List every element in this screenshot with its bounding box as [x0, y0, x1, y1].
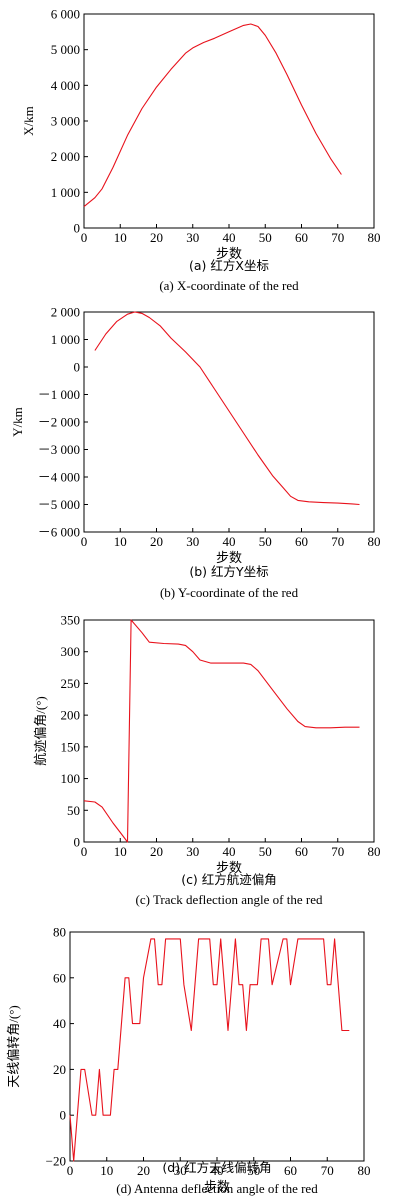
y-axis-label: 天线偏转角/(°) [6, 1005, 21, 1087]
x-tick-label: 30 [186, 230, 199, 245]
caption-cn: (d) 红方天线偏转角 [162, 1160, 271, 1175]
caption-en: (b) Y-coordinate of the red [160, 585, 299, 600]
x-tick-label: 60 [284, 1163, 297, 1178]
y-tick-label: 20 [53, 1062, 66, 1077]
x-tick-label: 80 [368, 534, 381, 549]
y-tick-label: －1 000 [38, 387, 80, 402]
x-tick-label: 20 [150, 844, 163, 859]
x-tick-label: 50 [259, 844, 272, 859]
x-tick-label: 80 [368, 230, 381, 245]
y-tick-label: －4 000 [38, 470, 80, 485]
x-tick-label: 10 [114, 230, 127, 245]
x-tick-label: 30 [186, 534, 199, 549]
caption-en: (d) Antenna deflection angle of the red [116, 1181, 318, 1196]
chart-panel-1: 0 10 20 30 40 50 60 70 80 0 1 000 2 000 3 000 4 000 5 … [21, 7, 381, 294]
x-tick-label: 40 [223, 534, 236, 549]
x-tick-label: 70 [331, 534, 344, 549]
x-tick-label: 40 [223, 844, 236, 859]
plot-frame [83, 13, 375, 229]
x-tick-label: 30 [174, 1163, 187, 1178]
y-tick-label: 5 000 [51, 42, 80, 57]
y-tick-label: 80 [53, 925, 66, 940]
y-tick-label: 60 [53, 970, 66, 985]
y-tick-label: 6 000 [51, 7, 80, 22]
x-tick-label: 70 [321, 1163, 334, 1178]
y-tick-label: 1 000 [51, 185, 80, 200]
y-tick-label: 0 [74, 360, 81, 375]
y-tick-label: －2 000 [38, 415, 80, 430]
chart-panel-4: 0 10 20 30 40 50 60 70 80−20020406080天线偏转角/(°)步数… [6, 925, 371, 1197]
plot-frame [83, 311, 375, 533]
y-tick-label: −20 [46, 1154, 66, 1169]
x-tick-label: 80 [368, 844, 381, 859]
series-line [94, 311, 360, 506]
x-tick-label: 50 [259, 230, 272, 245]
x-tick-label: 50 [247, 1163, 260, 1178]
chart-panel-3: 0 10 20 30 40 50 60 70 80 0 50 100 150 200 250 300 350 航迹… [33, 613, 381, 908]
x-tick-label: 60 [295, 844, 308, 859]
series-line [83, 23, 342, 208]
caption-en: (c) Track deflection angle of the red [136, 892, 323, 907]
x-tick-label: 10 [100, 1163, 113, 1178]
series-line [69, 938, 350, 1162]
x-tick-label: 30 [186, 844, 199, 859]
x-axis-label: 步数 [204, 1180, 230, 1195]
x-tick-label: 50 [259, 534, 272, 549]
y-tick-label: 2 000 [51, 149, 80, 164]
y-tick-label: 1 000 [51, 332, 80, 347]
x-tick-label: 20 [150, 534, 163, 549]
x-tick-label: 10 [114, 534, 127, 549]
y-tick-label: 350 [61, 613, 81, 628]
x-tick-label: 0 [67, 1163, 74, 1178]
x-tick-label: 10 [114, 844, 127, 859]
x-tick-label: 20 [137, 1163, 150, 1178]
x-tick-label: 40 [211, 1163, 224, 1178]
y-axis-label: Y/km [10, 407, 25, 437]
x-tick-label: 0 [81, 844, 88, 859]
y-tick-label: －5 000 [38, 497, 80, 512]
y-tick-label: 0 [74, 835, 81, 850]
x-tick-label: 60 [295, 534, 308, 549]
x-tick-label: 40 [223, 230, 236, 245]
y-tick-label: 300 [61, 644, 81, 659]
y-tick-label: 0 [74, 221, 81, 236]
x-tick-label: 60 [295, 230, 308, 245]
x-tick-label: 0 [81, 534, 88, 549]
y-axis-label: 航迹偏角/(°) [33, 696, 48, 765]
x-axis-label: 步数 [216, 551, 242, 566]
y-tick-label: 200 [61, 708, 81, 723]
y-tick-label: 4 000 [51, 78, 80, 93]
x-tick-label: 0 [81, 230, 88, 245]
series-line [83, 619, 360, 843]
x-tick-label: 70 [331, 844, 344, 859]
x-tick-label: 80 [358, 1163, 371, 1178]
caption-cn: (b) 红方Y坐标 [189, 564, 268, 579]
y-tick-label: 100 [61, 771, 81, 786]
y-tick-label: －3 000 [38, 442, 80, 457]
plot-frame [69, 931, 365, 1162]
x-tick-label: 20 [150, 230, 163, 245]
y-axis-label: X/km [21, 106, 36, 136]
y-tick-label: 40 [53, 1016, 66, 1031]
x-axis-label: 步数 [216, 247, 242, 262]
y-tick-label: －6 000 [38, 525, 80, 540]
caption-cn: (c) 红方航迹偏角 [181, 872, 277, 887]
y-tick-label: 150 [61, 739, 81, 754]
y-tick-label: 0 [60, 1108, 67, 1123]
x-tick-label: 70 [331, 230, 344, 245]
y-tick-label: 3 000 [51, 114, 80, 129]
x-axis-label: 步数 [216, 861, 242, 876]
chart-panel-2: 0 10 20 30 40 50 60 70 80 2 000 1 000 0 －1 000 －2 000… [10, 305, 381, 601]
y-tick-label: 250 [61, 676, 81, 691]
y-tick-label: 2 000 [51, 305, 80, 320]
caption-en: (a) X-coordinate of the red [159, 278, 299, 293]
y-tick-label: 50 [67, 803, 80, 818]
caption-cn: (a) 红方X坐标 [189, 258, 269, 273]
